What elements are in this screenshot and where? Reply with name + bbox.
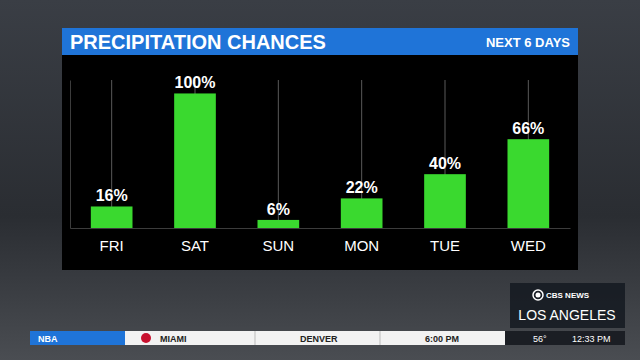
team-logo bbox=[141, 333, 151, 343]
x-tick: WED bbox=[511, 228, 546, 254]
ticker-divider bbox=[255, 331, 256, 345]
ticker-score-box bbox=[125, 331, 505, 345]
ticker-team: DENVER bbox=[300, 334, 338, 344]
ticker-league: NBA bbox=[38, 334, 58, 344]
bars bbox=[91, 93, 549, 228]
chart-title: PRECIPITATION CHANCES bbox=[70, 31, 326, 53]
data-label: 16% bbox=[96, 187, 128, 204]
x-tick-label: MON bbox=[344, 237, 379, 254]
ticker: NBA MIAMI DENVER 6:00 PM 56° 12:33 PM bbox=[30, 331, 625, 345]
chart-subtitle: NEXT 6 DAYS bbox=[486, 35, 570, 50]
ticker-clock: 12:33 PM bbox=[572, 334, 611, 344]
x-tick-label: FRI bbox=[100, 237, 124, 254]
data-label: 100% bbox=[175, 74, 216, 91]
data-label: 22% bbox=[346, 179, 378, 196]
x-tick: SUN bbox=[262, 228, 294, 254]
ticker-team: MIAMI bbox=[160, 334, 187, 344]
y-axis bbox=[70, 81, 71, 229]
x-axis-line bbox=[71, 228, 571, 229]
x-tick: MON bbox=[344, 228, 379, 254]
network-name: CBS NEWS bbox=[546, 291, 590, 300]
title-bar bbox=[62, 28, 578, 55]
x-tick-label: TUE bbox=[430, 237, 460, 254]
logo-eye bbox=[533, 290, 543, 300]
ticker-league-box bbox=[30, 331, 125, 345]
background bbox=[0, 0, 640, 360]
bar bbox=[508, 139, 550, 228]
logo-box bbox=[510, 283, 625, 328]
grid-line bbox=[111, 80, 112, 228]
x-tick: TUE bbox=[430, 228, 460, 254]
y-axis-line bbox=[70, 81, 71, 229]
data-label: 66% bbox=[512, 120, 544, 137]
bar bbox=[341, 198, 383, 228]
x-tick: FRI bbox=[100, 228, 124, 254]
x-axis: FRI SAT SUN MON TUE WED bbox=[71, 228, 571, 254]
bar bbox=[174, 93, 216, 228]
chart-root: PRECIPITATION CHANCES NEXT 6 DAYS FRI SAT SU… bbox=[0, 0, 640, 360]
data-label: 6% bbox=[267, 201, 290, 218]
bar bbox=[258, 220, 300, 228]
chart-panel bbox=[62, 55, 578, 270]
ticker-time: 6:00 PM bbox=[425, 334, 459, 344]
data-labels: 16% 100% 6% 22% 40% 66% bbox=[96, 74, 545, 217]
ticker-clock-box bbox=[505, 331, 625, 345]
x-tick-label: WED bbox=[511, 237, 546, 254]
x-tick: SAT bbox=[181, 228, 209, 254]
ticker-temperature: 56° bbox=[533, 334, 547, 344]
bar bbox=[424, 174, 466, 228]
bar bbox=[91, 206, 133, 228]
ticker-divider bbox=[380, 331, 381, 345]
station-name: LOS ANGELES bbox=[518, 307, 615, 323]
x-tick-label: SUN bbox=[262, 237, 294, 254]
grid bbox=[112, 80, 529, 228]
data-label: 40% bbox=[429, 155, 461, 172]
station-logo: CBS NEWS LOS ANGELES bbox=[510, 283, 625, 328]
x-tick-label: SAT bbox=[181, 237, 209, 254]
logo-eye-pupil bbox=[536, 293, 541, 298]
